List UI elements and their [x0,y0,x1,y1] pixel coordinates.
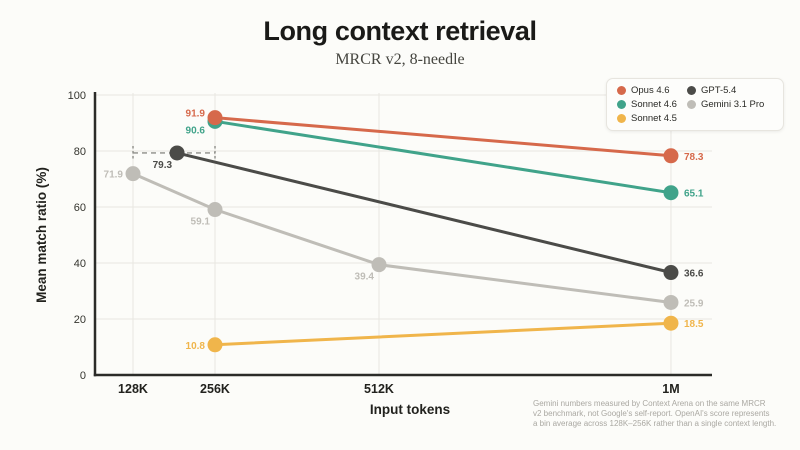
legend-marker-opus-4-6 [617,86,626,95]
value-label-gemini-3-1-pro-1m: 25.9 [684,298,704,309]
legend-label: Sonnet 4.5 [631,113,677,124]
footnote-line: Gemini numbers measured by Context Arena… [533,399,766,408]
data-point-opus-4-6-1m [663,148,679,164]
x-tick-label: 256K [200,382,230,396]
series-line-gpt-5-4 [175,151,673,275]
data-point-gpt-5-4-1m [663,265,679,281]
series-line-sonnet-4-5 [213,321,673,347]
legend-item-opus-4-6: Opus 4.6 [617,85,677,96]
value-label-gpt-5-4-1m: 36.6 [684,269,704,280]
legend-marker-gemini-3-1-pro [686,100,696,109]
data-point-gemini-3-1-pro-256k [207,202,223,218]
data-point-sonnet-4-5-256k [207,337,223,353]
y-tick-label: 40 [74,258,86,270]
y-axis-title: Mean match ratio (%) [34,167,49,303]
x-tick-label: 128K [118,382,148,396]
value-label-gemini-3-1-pro-256k: 59.1 [191,217,211,228]
legend-label: Sonnet 4.6 [631,99,677,110]
series-line-gemini-3-1-pro [131,172,673,304]
y-tick-label: 100 [68,90,86,102]
legend-item-sonnet-4-5: Sonnet 4.5 [617,113,677,124]
legend-item-sonnet-4-6: Sonnet 4.6 [617,99,677,110]
x-tick-label: 512K [364,382,394,396]
value-label-gemini-3-1-pro-128k: 71.9 [104,170,124,181]
value-label-sonnet-4-5-256k: 10.8 [186,341,206,352]
y-tick-label: 80 [74,146,86,158]
data-point-gpt-5-4-128k-256k-bin [169,145,185,161]
value-label-sonnet-4-5-1m: 18.5 [684,319,704,330]
y-tick-label: 20 [74,314,86,326]
x-tick-label: 1M [662,382,679,396]
legend-item-gemini-3-1-pro: Gemini 3.1 Pro [686,99,765,110]
legend-marker-gpt-5-4 [686,86,696,95]
legend-label: Gemini 3.1 Pro [700,99,765,110]
y-tick-label: 0 [80,370,86,382]
chart-title: Long context retrieval [263,16,537,46]
legend-item-gpt-5-4: GPT-5.4 [686,85,764,96]
x-axis-title: Input tokens [370,402,450,417]
value-label-gemini-3-1-pro-512k: 39.4 [355,272,375,283]
legend-marker-sonnet-4-6 [617,100,626,109]
series-line-sonnet-4-6 [213,119,673,195]
data-point-gemini-3-1-pro-1m [663,294,679,310]
data-point-sonnet-4-5-1m [663,315,679,331]
series-line-opus-4-6 [213,116,673,158]
legend-column: GPT-5.4 Gemini 3.1 Pro [686,85,765,124]
footnote-line: a bin average across 128K–256K rather th… [533,419,777,428]
legend-column: Opus 4.6 Sonnet 4.6 Sonnet 4.5 [617,85,677,124]
data-point-gemini-3-1-pro-128k [125,166,141,182]
value-label-sonnet-4-6-256k: 90.6 [186,125,206,136]
value-label-gpt-5-4-128k-256k-bin: 79.3 [153,160,173,171]
chart-legend: Opus 4.6 Sonnet 4.6 Sonnet 4.5 GPT-5.4 G… [606,78,784,131]
value-label-opus-4-6-1m: 78.3 [684,152,704,163]
legend-marker-sonnet-4-5 [617,114,626,123]
chart-subtitle: MRCR v2, 8-needle [335,51,465,68]
chart-footnote: Gemini numbers measured by Context Arena… [533,399,798,429]
y-tick-label: 60 [74,202,86,214]
data-point-sonnet-4-6-1m [663,185,679,201]
footnote-line: v2 benchmark, not Google's self-report. … [533,409,770,418]
legend-label: GPT-5.4 [700,85,737,96]
value-label-sonnet-4-6-1m: 65.1 [684,189,704,200]
data-point-opus-4-6-256k [207,110,223,126]
value-label-opus-4-6-256k: 91.9 [186,109,206,120]
legend-label: Opus 4.6 [631,85,670,96]
data-point-gemini-3-1-pro-512k [371,257,387,273]
